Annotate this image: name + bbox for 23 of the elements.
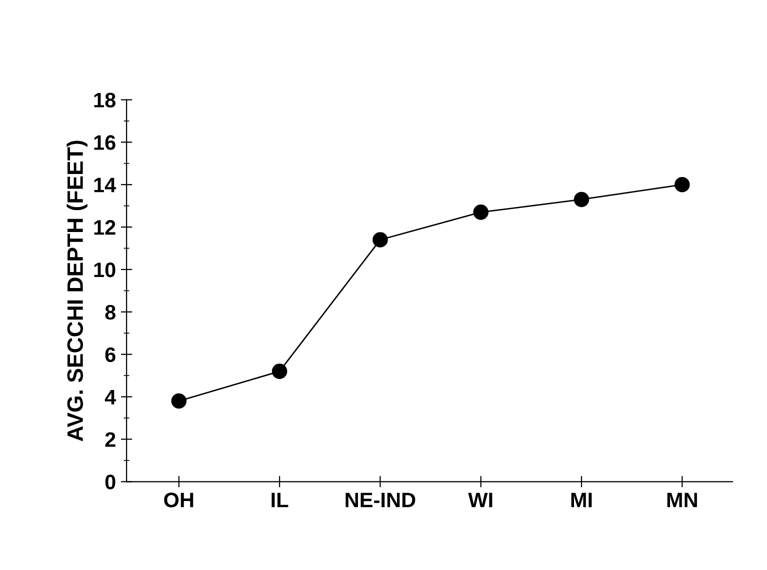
- x-tick-label: NE-IND: [346, 492, 416, 508]
- x-tick-label: MI: [571, 492, 592, 508]
- y-tick-label: 6: [105, 347, 116, 362]
- y-tick-label: 8: [105, 304, 116, 320]
- x-tick-label: IL: [272, 492, 288, 508]
- x-tick-label: WI: [468, 492, 492, 508]
- y-axis-title: AVG. SECCHI DEPTH (FEET): [66, 140, 88, 442]
- y-tick-label: 2: [105, 432, 116, 447]
- x-tick-label: MN: [667, 492, 697, 508]
- point: [473, 204, 488, 220]
- y-tick-label: 0: [105, 474, 116, 490]
- y-tick-label: 18: [94, 92, 116, 108]
- point: [372, 232, 388, 248]
- y-tick-label: 10: [94, 262, 116, 278]
- y-tick-label: 12: [94, 220, 116, 235]
- y-tick-label: 14: [94, 178, 116, 192]
- y-tick-label: 4: [104, 390, 116, 404]
- x-tick-label: OH: [164, 492, 194, 508]
- point: [272, 364, 288, 379]
- point: [171, 393, 187, 409]
- y-tick-label: 16: [94, 135, 116, 150]
- point: [674, 176, 690, 192]
- point: [574, 192, 590, 208]
